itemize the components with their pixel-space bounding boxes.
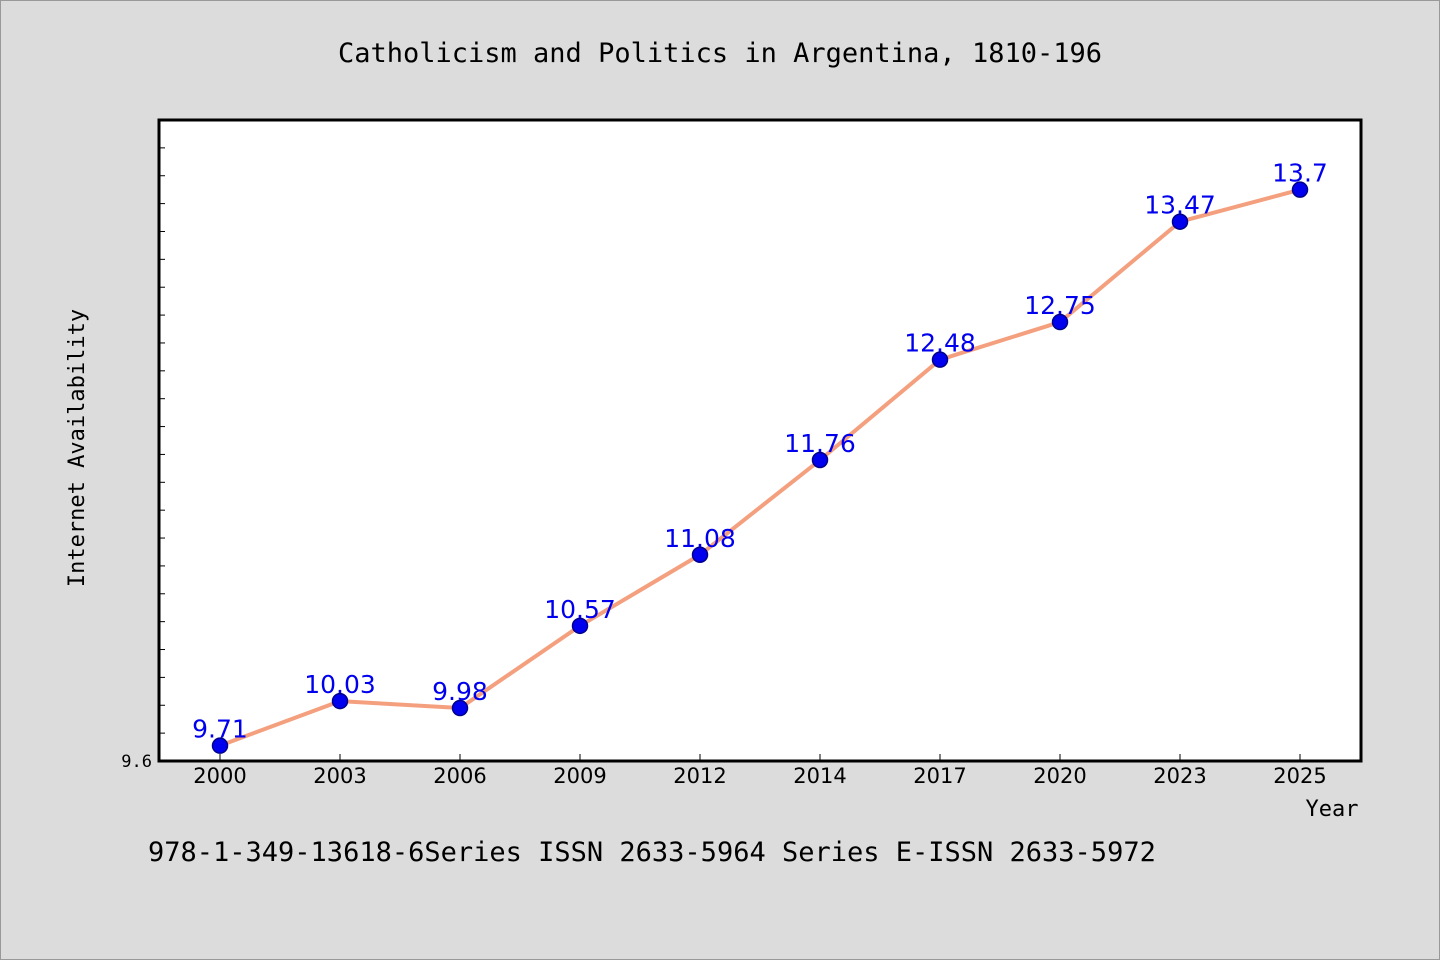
data-point <box>811 451 829 469</box>
x-tick-label: 2025 <box>1273 764 1326 788</box>
y-tick-label: 9.6 <box>121 752 152 772</box>
x-tick-label: 2000 <box>193 764 246 788</box>
data-label: 10.57 <box>544 595 616 624</box>
plot-area <box>157 118 1363 763</box>
data-point <box>451 699 469 717</box>
data-label: 13.7 <box>1272 159 1328 188</box>
data-labels: 9.71 10.03 9.98 10.57 11.08 11.76 12.48 12.75 13… <box>192 159 1328 744</box>
y-axis-ticks <box>159 119 165 762</box>
data-label: 11.76 <box>784 429 856 458</box>
data-point <box>1291 181 1309 198</box>
data-point <box>211 737 229 754</box>
data-point <box>331 692 349 710</box>
data-point <box>931 351 949 368</box>
x-tick-label: 2009 <box>553 764 606 788</box>
x-axis-label: Year <box>1306 797 1359 822</box>
y-axis-label: Internet Availability <box>65 309 90 587</box>
series-markers <box>211 181 1309 754</box>
data-label: 11.08 <box>664 524 736 553</box>
data-point <box>571 617 589 635</box>
x-tick-label: 2003 <box>313 764 366 788</box>
data-label: 10.03 <box>304 670 376 699</box>
footer-isbn-text: 978-1-349-13618-6Series ISSN 2633-5964 S… <box>148 837 1156 868</box>
x-tick-label: 2014 <box>793 764 846 788</box>
x-tick-label: 2020 <box>1033 764 1086 788</box>
x-tick-label: 2017 <box>913 764 966 788</box>
data-point <box>1051 313 1069 331</box>
data-label: 13.47 <box>1144 191 1216 220</box>
data-label: 12.48 <box>904 329 976 358</box>
data-point <box>691 546 709 564</box>
data-point <box>1171 213 1189 230</box>
chart-title: Catholicism and Politics in Argentina, 1… <box>338 38 1102 69</box>
x-tick-label: 2006 <box>433 764 486 788</box>
data-label: 12.75 <box>1024 291 1096 320</box>
data-label: 9.98 <box>432 677 488 706</box>
x-axis-ticks: 2000 2003 2006 2009 2012 2014 2017 2020 2023 2025 <box>193 754 1327 788</box>
series-line <box>219 187 1301 748</box>
data-label: 9.71 <box>192 715 248 744</box>
x-tick-label: 2012 <box>673 764 726 788</box>
x-tick-label: 2023 <box>1153 764 1206 788</box>
